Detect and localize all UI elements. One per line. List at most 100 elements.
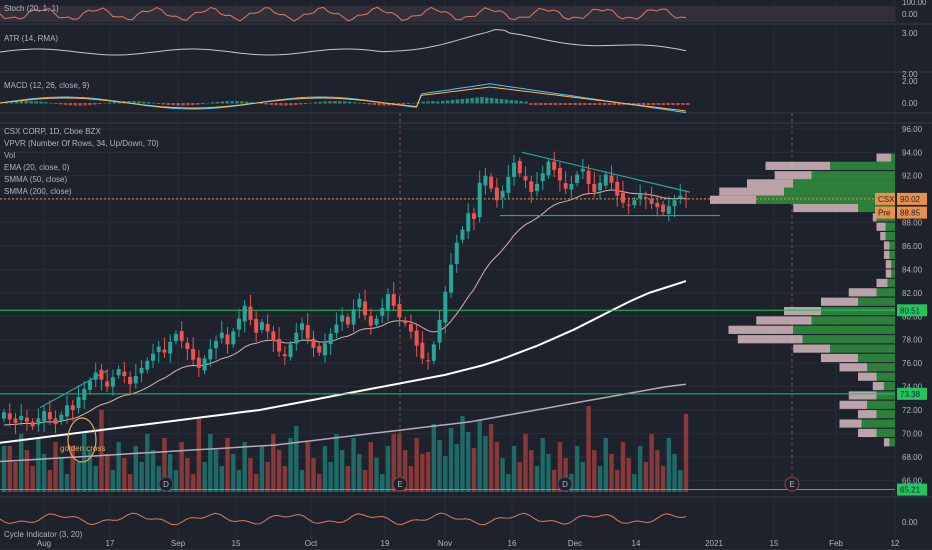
macd-histogram-bar (646, 103, 651, 105)
candle-body (414, 330, 419, 346)
candle-body (340, 315, 345, 322)
volume-bar (185, 458, 190, 492)
macd-histogram-bar (588, 103, 592, 105)
macd-histogram-bar (632, 103, 636, 105)
volume-bar (59, 458, 64, 492)
volume-bar (431, 424, 437, 492)
volume-profile-down-bar (876, 153, 892, 162)
volume-bar (53, 442, 58, 492)
candle-body (30, 421, 35, 427)
macd-histogram-bar (524, 101, 528, 104)
candle-body (517, 160, 522, 174)
price-tag-box (897, 483, 927, 496)
macd-histogram-bar (161, 103, 166, 105)
macd-histogram-bar (656, 103, 661, 105)
candle-body (156, 346, 161, 352)
candle-body (620, 192, 625, 203)
volume-bar (305, 442, 310, 492)
volume-bar (523, 434, 528, 492)
macd-histogram-bar (34, 101, 38, 104)
volume-bar (494, 442, 500, 492)
candle-body (236, 318, 241, 330)
candle-body (248, 306, 253, 320)
macd-histogram-bar (431, 101, 435, 104)
macd-histogram-bar (494, 98, 499, 104)
volume-bar (242, 442, 247, 492)
volume-profile-up-bar (876, 372, 895, 381)
macd-histogram-bar (421, 101, 425, 104)
candle-body (494, 187, 499, 201)
volume-bar (30, 466, 35, 492)
candle-body (294, 332, 299, 344)
macd-histogram-bar (563, 103, 567, 105)
volume-bar (345, 466, 351, 492)
price-tick-label: 96.00 (902, 125, 923, 134)
price-tick-label: 70.00 (902, 429, 923, 438)
macd-histogram-bar (49, 102, 53, 104)
volume-profile (710, 153, 895, 447)
volume-profile-down-bar (793, 344, 831, 353)
macd-histogram-bar (455, 99, 460, 104)
volume-bar (609, 454, 614, 492)
volume-bar (271, 434, 276, 492)
volume-bar (282, 466, 288, 492)
candle-body (529, 181, 534, 193)
candle-body (300, 323, 305, 330)
golden-cross-marker (67, 417, 97, 463)
candle-body (374, 318, 379, 325)
macd-histogram-bar (73, 103, 77, 106)
macd-histogram-bar (333, 101, 337, 104)
candle-body (2, 412, 6, 419)
volume-bar (620, 442, 626, 492)
price-tick-label: 74.00 (902, 383, 923, 392)
macd-histogram-bar (19, 101, 24, 104)
volume-bar (626, 458, 631, 492)
candle-body (500, 190, 505, 198)
candle-body (649, 198, 654, 204)
price-tag-label: 80.51 (900, 306, 921, 315)
volume-bar (110, 470, 116, 492)
panel-tick-label: 2.00 (902, 70, 918, 79)
volume-bar (139, 462, 144, 492)
volume-profile-up-bar (876, 391, 895, 400)
volume-bar (580, 462, 586, 492)
macd-histogram-bar (191, 103, 195, 106)
price-tick-label: 80.00 (902, 312, 923, 321)
macd-histogram-bar (651, 103, 656, 105)
candle-body (311, 338, 316, 348)
candle-body (13, 418, 18, 423)
volume-bar (597, 466, 603, 492)
volume-profile-down-bar (793, 203, 858, 213)
volume-profile-down-bar (883, 250, 890, 259)
x-tick-label: Aug (37, 539, 51, 548)
macd-histogram-bar (171, 103, 175, 106)
candle-body (454, 242, 459, 264)
candle-body (19, 415, 24, 421)
volume-bar (7, 446, 12, 492)
macd-histogram-bar (4, 102, 9, 104)
macd-histogram-bar (137, 101, 141, 104)
volume-profile-down-bar (880, 232, 886, 241)
macd-histogram-bar (681, 103, 685, 105)
price-tick-label: 72.00 (902, 406, 923, 415)
candle-body (678, 195, 683, 199)
candle-body (626, 204, 631, 206)
candle-body (151, 353, 156, 361)
price-tag-label: 73.38 (900, 390, 921, 399)
macd-histogram-bar (88, 103, 92, 106)
price-tag-box (875, 192, 895, 205)
volume-profile-down-bar (719, 187, 784, 196)
macd-histogram-bar (671, 103, 675, 105)
volume-bar (47, 470, 53, 492)
volume-profile-down-bar (821, 353, 858, 363)
volume-profile-up-bar (821, 307, 895, 316)
candle-body (397, 303, 402, 318)
macd-histogram-bar (44, 102, 48, 104)
price-tag-box (897, 192, 927, 205)
macd-histogram-bar (504, 99, 509, 104)
event-marker-label: D (562, 480, 568, 489)
volume-bar (563, 458, 568, 492)
candle-body (598, 182, 603, 191)
candle-body (363, 301, 368, 316)
